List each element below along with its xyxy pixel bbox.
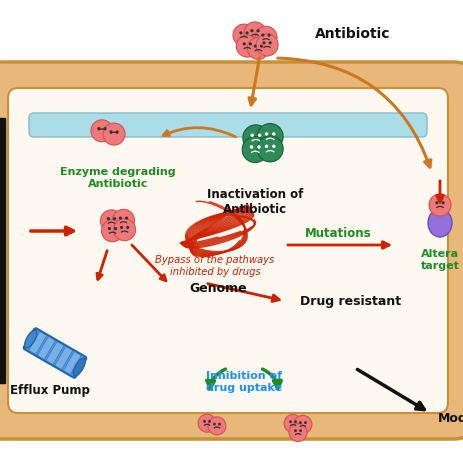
Circle shape [263,43,264,44]
FancyBboxPatch shape [38,337,55,359]
Circle shape [265,146,267,148]
Circle shape [268,35,269,37]
Circle shape [242,137,268,163]
Circle shape [289,421,291,423]
Text: Antibiotic: Antibiotic [314,27,390,41]
FancyBboxPatch shape [55,347,72,369]
Circle shape [125,218,127,219]
Bar [0,119,5,383]
Circle shape [257,124,282,150]
Circle shape [119,218,121,219]
Circle shape [113,219,135,241]
FancyBboxPatch shape [63,352,81,375]
Circle shape [116,132,118,133]
FancyBboxPatch shape [8,89,447,413]
Circle shape [113,218,115,220]
Text: Enzyme degrading
Antibiotic: Enzyme degrading Antibiotic [60,167,175,188]
Circle shape [250,135,253,137]
Text: Bypass of the pathways
inhibited by drugs: Bypass of the pathways inhibited by drug… [155,255,274,276]
Text: Mod: Mod [437,412,463,425]
Circle shape [207,417,225,435]
Ellipse shape [25,331,37,348]
Circle shape [257,147,259,149]
FancyBboxPatch shape [24,329,86,378]
FancyBboxPatch shape [0,63,463,439]
FancyBboxPatch shape [29,114,426,138]
Circle shape [435,202,437,204]
Circle shape [294,430,295,432]
Circle shape [114,228,116,230]
Circle shape [441,202,443,204]
Circle shape [262,35,263,37]
Circle shape [244,23,265,45]
Circle shape [91,120,113,143]
Circle shape [254,46,256,48]
Circle shape [250,31,252,32]
Circle shape [239,33,241,35]
Circle shape [304,422,306,423]
Circle shape [112,210,134,232]
Circle shape [98,128,100,130]
Circle shape [100,210,122,232]
Text: Inactivation of
Antibiotic: Inactivation of Antibiotic [206,188,302,216]
FancyBboxPatch shape [29,332,46,355]
Circle shape [257,31,258,32]
Circle shape [265,134,267,136]
Circle shape [208,421,210,422]
FancyBboxPatch shape [46,342,63,364]
Circle shape [260,46,262,48]
Circle shape [272,134,274,136]
Ellipse shape [73,358,85,376]
Circle shape [428,194,450,217]
Circle shape [294,415,311,433]
Circle shape [257,137,282,163]
Circle shape [249,44,251,46]
Circle shape [299,422,300,423]
Circle shape [250,147,252,149]
Circle shape [126,227,128,229]
Circle shape [247,38,269,60]
Ellipse shape [427,210,451,238]
Circle shape [246,33,247,35]
Circle shape [110,132,112,133]
Text: Mutations: Mutations [304,226,370,239]
Circle shape [218,424,220,425]
Circle shape [236,36,258,58]
Circle shape [283,414,301,432]
Text: Drug resistant: Drug resistant [300,294,400,307]
Circle shape [213,424,215,425]
Circle shape [294,421,296,423]
Circle shape [108,228,110,230]
Circle shape [255,27,276,49]
Circle shape [104,128,106,130]
Circle shape [272,146,274,148]
Circle shape [288,424,307,442]
Circle shape [242,125,268,151]
Circle shape [198,414,216,432]
Circle shape [243,44,244,46]
Circle shape [256,35,277,57]
Circle shape [232,25,255,47]
Circle shape [203,421,205,422]
Circle shape [120,227,122,229]
Circle shape [101,220,123,242]
Text: Genome: Genome [189,282,246,294]
Circle shape [269,43,270,44]
Circle shape [299,430,300,432]
Circle shape [258,135,260,137]
Circle shape [103,124,125,146]
Circle shape [107,218,109,220]
Text: Efflux Pump: Efflux Pump [10,383,90,396]
Text: Inhibition of
drug uptake: Inhibition of drug uptake [206,370,282,392]
Text: Altera
target: Altera target [419,249,458,270]
